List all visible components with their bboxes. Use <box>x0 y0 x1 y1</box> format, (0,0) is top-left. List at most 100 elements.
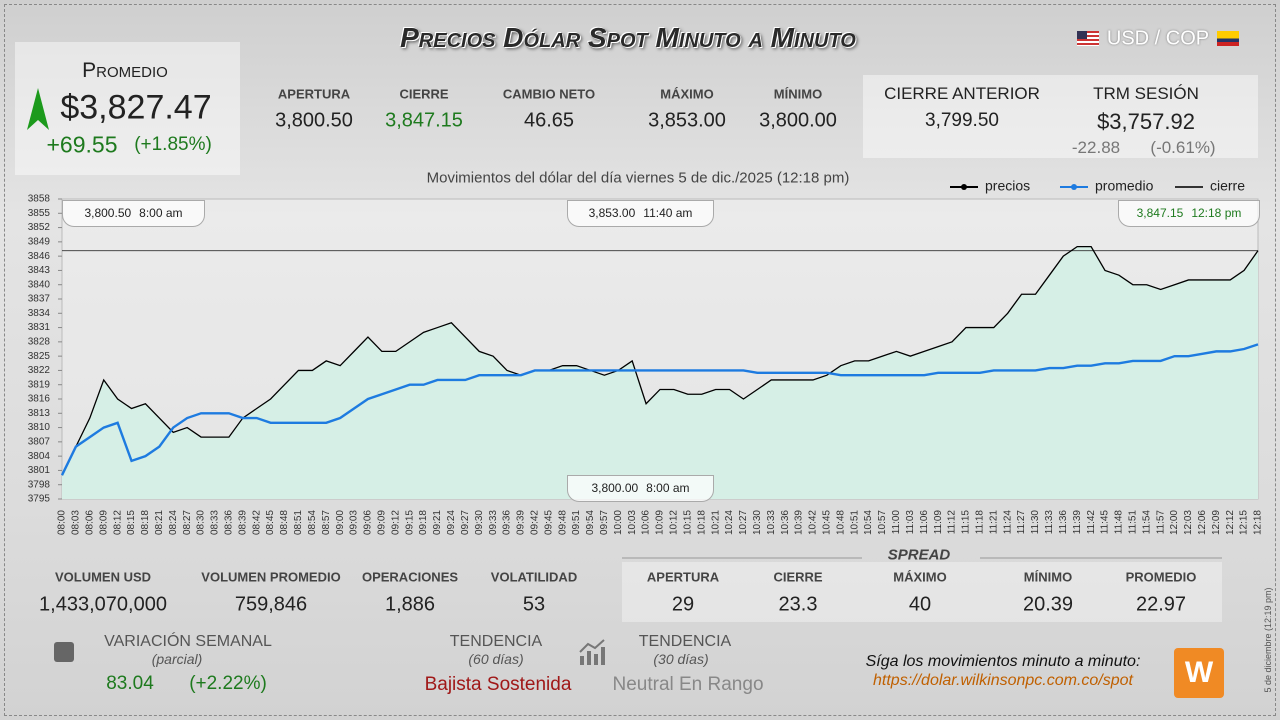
x-tick-label: 10:45 <box>822 510 833 535</box>
logo[interactable]: W <box>1174 648 1224 698</box>
x-tick-label: 08:36 <box>224 510 235 535</box>
spread-label: CIERRE <box>773 569 823 585</box>
x-tick-label: 10:33 <box>766 510 777 535</box>
x-tick-label: 10:39 <box>794 510 805 535</box>
x-tick-label: 11:45 <box>1100 510 1111 535</box>
stat-label: APERTURA <box>277 86 351 102</box>
volume-value: 1,886 <box>384 593 436 616</box>
x-tick-label: 08:57 <box>321 510 332 535</box>
annotation-time: 12:18 pm <box>1191 206 1242 220</box>
volume-label: VOLUMEN USD <box>54 569 152 585</box>
y-tick-label: 3858 <box>28 194 51 205</box>
spread-value: 20.39 <box>1022 593 1074 616</box>
x-tick-label: 11:12 <box>947 510 958 535</box>
trend60-label: TENDENCIA <box>449 633 543 650</box>
weekly-value: 83.04 <box>106 673 154 694</box>
y-tick-label: 3837 <box>28 294 51 305</box>
x-tick-label: 11:36 <box>1058 510 1069 535</box>
x-tick-label: 09:30 <box>474 510 485 535</box>
spread-value: 40 <box>908 593 932 616</box>
y-tick-label: 3816 <box>28 394 51 405</box>
spread-label: APERTURA <box>646 569 720 585</box>
x-tick-label: 11:24 <box>1002 510 1013 535</box>
y-tick-label: 3807 <box>28 436 51 447</box>
previous-label: CIERRE ANTERIOR <box>884 84 1040 103</box>
trend30-note: (30 días) <box>653 651 709 667</box>
x-tick-label: 08:51 <box>293 510 304 535</box>
flag-col <box>1217 31 1239 46</box>
x-tick-label: 09:12 <box>390 510 401 535</box>
promedio-value: $3,827.47 <box>60 88 212 127</box>
x-tick-label: 10:36 <box>780 510 791 535</box>
x-tick-label: 09:42 <box>529 510 540 535</box>
stat-value: 3,853.00 <box>648 109 726 132</box>
border <box>4 4 1276 716</box>
x-tick-label: 10:48 <box>835 510 846 535</box>
y-tick-label: 3822 <box>28 365 51 376</box>
x-tick-label: 10:24 <box>724 510 735 535</box>
legend-label: cierre <box>1210 178 1245 194</box>
volume-label: VOLATILIDAD <box>490 569 578 585</box>
x-tick-label: 11:57 <box>1155 510 1166 535</box>
x-tick-label: 12:18 <box>1253 510 1264 535</box>
x-tick-label: 12:09 <box>1211 510 1222 535</box>
y-tick-label: 3804 <box>28 451 51 462</box>
x-tick-label: 11:18 <box>975 510 986 535</box>
x-tick-label: 09:00 <box>335 510 346 535</box>
series-line <box>61 245 1259 476</box>
annotation: 3,800.00 8:00 am <box>567 475 714 502</box>
x-tick-label: 10:00 <box>613 510 624 535</box>
legend-dot <box>1071 184 1077 190</box>
y-tick-label: 3846 <box>28 251 51 262</box>
x-tick-label: 09:54 <box>585 510 596 535</box>
previous-value: 3,799.50 <box>925 110 999 131</box>
previous-panel <box>863 75 1258 158</box>
title: Precios Dólar Spot Minuto a Minuto <box>400 22 856 53</box>
spread-label: PROMEDIO <box>1125 569 1197 585</box>
calendar-icon <box>54 642 74 662</box>
y-tick-label: 3795 <box>28 494 51 505</box>
pair: USD / COP <box>1106 27 1210 50</box>
x-tick-label: 10:27 <box>738 510 749 535</box>
trm-label: TRM SESIÓN <box>1093 84 1199 103</box>
x-tick-label: 08:03 <box>71 510 82 535</box>
x-tick-label: 09:24 <box>446 510 457 535</box>
x-tick-label: 08:30 <box>196 510 207 535</box>
chart-subtitle: Movimientos del dólar del día viernes 5 … <box>426 169 850 187</box>
up-arrow <box>27 88 49 130</box>
x-tick-label: 10:57 <box>877 510 888 535</box>
y-tick-label: 3852 <box>28 222 51 233</box>
footer-url[interactable]: https://dolar.wilkinsonpc.com.co/spot <box>873 672 1133 689</box>
volume-label: OPERACIONES <box>361 569 459 585</box>
x-tick-label: 10:42 <box>808 510 819 535</box>
legend-dot <box>961 184 967 190</box>
x-tick-label: 09:09 <box>377 510 388 535</box>
volume-value: 1,433,070,000 <box>39 593 167 616</box>
trend-icon <box>579 639 605 665</box>
x-tick-label: 09:39 <box>516 510 527 535</box>
trm-value: $3,757.92 <box>1097 109 1195 134</box>
y-tick-label: 3828 <box>28 336 51 347</box>
spread-title: SPREAD <box>887 546 951 564</box>
x-tick-label: 10:30 <box>752 510 763 535</box>
annotation-value: 3,853.00 <box>588 206 636 220</box>
x-tick-label: 11:54 <box>1141 510 1152 535</box>
x-tick-label: 09:27 <box>460 510 471 535</box>
y-tick-label: 3813 <box>28 408 51 419</box>
annotation: 3,800.50 8:00 am <box>62 200 205 227</box>
x-tick-label: 12:15 <box>1239 510 1250 535</box>
x-tick-label: 10:54 <box>863 510 874 535</box>
flag-usa <box>1077 31 1099 46</box>
y-tick-label: 3840 <box>28 279 51 290</box>
x-tick-label: 12:03 <box>1183 510 1194 535</box>
x-tick-label: 10:21 <box>710 510 721 535</box>
trend60-note: (60 días) <box>468 651 524 667</box>
x-tick-label: 09:48 <box>557 510 568 535</box>
y-tick-label: 3849 <box>28 236 51 247</box>
y-tick-label: 3834 <box>28 308 51 319</box>
x-tick-label: 08:06 <box>84 510 95 535</box>
spread-value: 29 <box>671 593 695 616</box>
y-tick-label: 3831 <box>28 322 51 333</box>
promedio-panel <box>15 42 240 175</box>
weekly-label: VARIACIÓN SEMANAL <box>104 633 272 650</box>
